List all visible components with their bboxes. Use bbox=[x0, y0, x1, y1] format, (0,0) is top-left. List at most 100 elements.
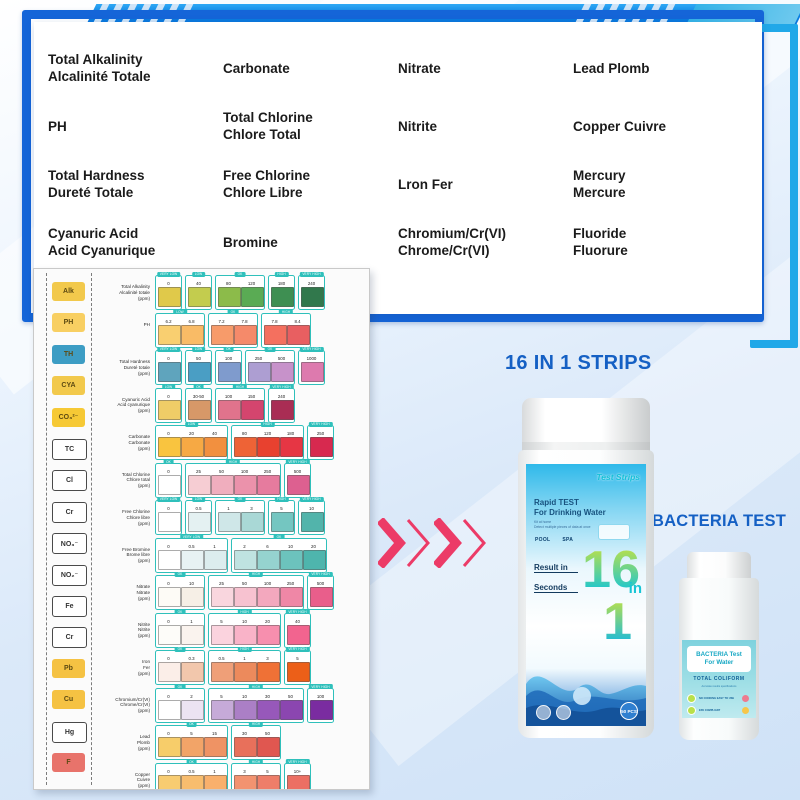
bacteria-feature-row: EPA COMPLIANT bbox=[687, 706, 751, 715]
swatch-value: 0 bbox=[167, 543, 170, 549]
swatch-color bbox=[158, 662, 181, 682]
swatch-group: VERY HIGH 10 bbox=[298, 496, 325, 535]
swatch-color bbox=[301, 362, 324, 382]
swatch-color bbox=[310, 437, 333, 457]
color-swatch: 5 bbox=[211, 694, 234, 720]
strip-pad-chip: NO₂⁻ bbox=[52, 564, 87, 586]
swatch-color bbox=[287, 774, 310, 789]
swatch-color bbox=[303, 549, 326, 570]
swatch-value: 7.8 bbox=[241, 318, 248, 324]
group-band-label: OK bbox=[223, 346, 234, 352]
swatch-group: VERY HIGH 100 bbox=[307, 684, 334, 723]
swatch-value: 150 bbox=[247, 393, 256, 399]
swatch-group: OK 7.2 7.8 bbox=[208, 309, 258, 348]
color-swatch: 180 bbox=[271, 281, 294, 307]
swatch-color bbox=[310, 699, 333, 720]
chart-row-groups: OK 0 10 HIGH 25 50 100 250 VERY HIGH 500 bbox=[155, 571, 364, 610]
swatch-color bbox=[257, 774, 280, 789]
group-band-label: HIGH bbox=[237, 646, 252, 652]
strip-pad-chip: Hg bbox=[52, 721, 87, 743]
swatch-color bbox=[264, 324, 287, 345]
chart-row: Total Alkalinity Alcalinité totale (ppm)… bbox=[96, 271, 364, 310]
swatch-value: 0 bbox=[167, 393, 170, 399]
parameter-item: Total Chlorine Chlore Total bbox=[223, 110, 313, 142]
color-swatch: 10+ bbox=[287, 769, 310, 789]
chevron-icon bbox=[406, 518, 436, 568]
swatch-value: 180 bbox=[277, 281, 286, 286]
chart-row-label: Copper Cuivre (ppm) bbox=[134, 771, 150, 789]
color-swatch: 2 bbox=[181, 694, 204, 720]
swatch-group: OK 1 3 bbox=[215, 496, 265, 535]
color-swatch: 3 bbox=[241, 506, 264, 532]
color-swatch: 100 bbox=[218, 394, 241, 420]
chart-row: Copper Cuivre (ppm) OK 0 0.5 1 HIGH 3 5 VERY HIG… bbox=[96, 759, 364, 789]
swatch-color bbox=[287, 474, 310, 495]
chart-row-label: Chromium/Cr(VI) Chrome/Cr(VI) (ppm) bbox=[115, 696, 150, 714]
color-swatch: 50 bbox=[257, 731, 280, 757]
swatch-value: 50 bbox=[219, 468, 224, 474]
parameter-item: Fluoride Fluorure bbox=[573, 226, 628, 258]
swatch-value: 10 bbox=[242, 693, 247, 699]
swatch-color bbox=[234, 324, 257, 345]
swatch-value: 100 bbox=[224, 356, 233, 361]
swatch-color bbox=[211, 662, 234, 682]
swatch-group: LOW 40 bbox=[185, 271, 212, 310]
swatch-color bbox=[211, 474, 234, 495]
swatch-value: 40 bbox=[212, 431, 217, 436]
strip-pad-chip: CYA bbox=[52, 376, 85, 396]
certification-badge bbox=[598, 524, 630, 540]
swatch-group: HIGH 3 5 bbox=[231, 759, 281, 789]
swatch-value: 40 bbox=[295, 618, 300, 624]
swatch-group: VERY LOW 0 0.5 1 bbox=[155, 534, 228, 573]
group-band-label: VERY HIGH bbox=[299, 271, 324, 277]
swatch-color bbox=[158, 362, 181, 382]
bacteria-bottle-label: BACTERIA Test For Water TOTAL COLIFORM A… bbox=[682, 640, 756, 718]
color-swatch: 40 bbox=[188, 281, 211, 307]
group-band-label: HIGH bbox=[274, 271, 289, 277]
swatch-color bbox=[158, 512, 181, 532]
chart-row: Total Chlorine Chlore total (ppm) OK 0 HIGH… bbox=[96, 459, 364, 498]
swatch-value: 250 bbox=[316, 431, 325, 436]
color-swatch: 500 bbox=[287, 469, 310, 495]
strip-pad-chip: F bbox=[52, 753, 85, 772]
color-swatch: 8.4 bbox=[287, 319, 310, 345]
color-swatch: 0.5 bbox=[188, 506, 211, 532]
color-swatch: 50 bbox=[188, 356, 211, 382]
swatch-group: VERY HIGH 240 bbox=[298, 271, 325, 310]
use-spa: SPA bbox=[562, 537, 574, 543]
swatch-group: VERY HIGH 240 bbox=[268, 384, 295, 423]
group-band-label: OK bbox=[193, 384, 204, 390]
swatch-value: 100 bbox=[263, 581, 272, 586]
chart-row: Cyanuric Acid Acid cyanurique (ppm) LOW 0 O… bbox=[96, 384, 364, 423]
swatch-group: LOW 0 bbox=[155, 384, 182, 423]
color-swatch: 6 bbox=[257, 543, 280, 570]
swatch-color bbox=[158, 437, 181, 457]
swatch-color bbox=[234, 662, 257, 682]
color-swatch: 25 bbox=[188, 468, 211, 495]
color-swatch: 500 bbox=[271, 356, 294, 382]
swatch-value: 25 bbox=[219, 581, 224, 586]
group-band-label: OK bbox=[234, 496, 246, 502]
group-band-label: HIGH bbox=[274, 496, 289, 502]
chart-row: Iron Fer (ppm) OK 0 0.3 HIGH 0.5 1 3 VERY HIGH 5 bbox=[96, 646, 364, 685]
swatch-value: 6 bbox=[266, 543, 269, 549]
swatch-value: 25 bbox=[196, 468, 201, 474]
group-band-label: VERY HIGH bbox=[285, 646, 310, 652]
color-swatch: 20 bbox=[181, 431, 204, 457]
swatch-value: 1000 bbox=[306, 356, 317, 361]
chart-row-groups: LOW 0 20 40 HIGH 80 120 180 VERY HIGH 250 bbox=[155, 421, 364, 460]
color-swatch: 0 bbox=[158, 543, 181, 570]
group-band-label: VERY HIGH bbox=[285, 759, 310, 765]
swatch-value: 20 bbox=[265, 618, 270, 624]
chart-row-groups: VERY LOW 0 LOW 0.5 OK 1 3 HIGH 5 VERY HIGH 10 bbox=[155, 496, 364, 535]
swatch-value: 1 bbox=[213, 768, 216, 774]
group-band-label: LOW bbox=[191, 496, 206, 502]
swatch-value: 30 bbox=[265, 693, 270, 699]
swatch-color bbox=[181, 587, 204, 607]
swatch-color bbox=[158, 737, 181, 757]
swatch-value: 3 bbox=[266, 656, 269, 661]
swatch-color bbox=[301, 512, 324, 532]
swatch-color bbox=[188, 399, 211, 420]
chart-row-label: Total Hardness Dureté totale (ppm) bbox=[119, 359, 150, 376]
swatch-color bbox=[211, 324, 234, 345]
